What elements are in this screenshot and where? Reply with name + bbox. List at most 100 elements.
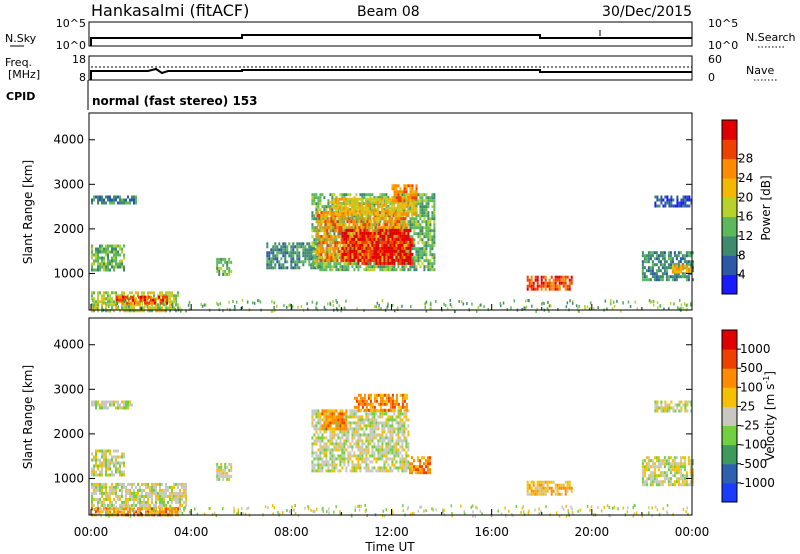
power-cell [643, 254, 646, 258]
velocity-cell [129, 497, 131, 501]
power-cell [111, 303, 113, 307]
velocity-cell [123, 406, 125, 410]
velocity-cell [365, 439, 368, 443]
power-cell [419, 193, 422, 197]
power-cell [270, 266, 273, 270]
power-cell [680, 201, 683, 205]
power-scatter-cell [345, 299, 347, 303]
power-cell [334, 200, 337, 204]
power-cell [433, 262, 436, 266]
power-cell [334, 212, 337, 216]
power-cell [330, 226, 333, 230]
velocity-cell [355, 421, 358, 425]
power-colorbar-tick-label: 12 [738, 229, 753, 243]
power-scatter-cell [577, 309, 580, 313]
power-cell [113, 309, 115, 313]
power-cell [395, 187, 398, 191]
velocity-cell [359, 433, 362, 437]
power-cell [554, 278, 557, 282]
power-cell [332, 203, 335, 207]
power-cell [398, 203, 401, 207]
velocity-cell [113, 497, 115, 501]
power-cell [331, 193, 334, 197]
velocity-cell [349, 415, 352, 419]
velocity-cell [159, 491, 161, 495]
power-cell [653, 275, 656, 279]
power-cell [323, 205, 326, 209]
velocity-cell [311, 466, 314, 470]
velocity-cell [177, 485, 179, 489]
power-cell [317, 205, 320, 209]
power-cell [369, 244, 372, 248]
velocity-cell [339, 436, 342, 440]
power-cell [352, 220, 355, 224]
velocity-cell [369, 436, 372, 440]
power-cell [103, 259, 105, 263]
velocity-cell [389, 466, 392, 470]
power-cell [663, 263, 666, 267]
velocity-cell [129, 400, 131, 404]
power-cell [391, 234, 394, 238]
velocity-cell [123, 482, 125, 486]
power-cell [324, 235, 327, 239]
power-cell [413, 196, 416, 200]
power-cell [382, 226, 385, 230]
power-cell [375, 258, 378, 262]
velocity-cell [331, 433, 334, 437]
power-cell [354, 203, 357, 207]
velocity-cell [389, 424, 392, 428]
power-cell [362, 223, 365, 227]
velocity-cell [387, 445, 390, 449]
velocity-cell [185, 494, 187, 498]
power-cell [654, 195, 657, 199]
velocity-cell [129, 403, 131, 407]
power-cell [105, 268, 107, 272]
power-cell [111, 291, 113, 295]
velocity-cell [399, 421, 402, 425]
power-cell [119, 259, 121, 263]
power-cell [407, 234, 410, 238]
power-cell [382, 223, 385, 227]
velocity-cell [363, 460, 366, 464]
velocity-cell [325, 451, 328, 455]
power-cell [294, 245, 297, 249]
power-cell [425, 226, 428, 230]
power-cell [417, 241, 420, 245]
velocity-cell [373, 457, 376, 461]
velocity-cell [359, 418, 362, 422]
power-cell [433, 226, 436, 230]
velocity-cell [377, 427, 380, 431]
power-cell [643, 260, 646, 264]
velocity-cell [119, 403, 121, 407]
power-cell [356, 226, 359, 230]
power-cell [163, 303, 165, 307]
power-cell [103, 201, 105, 205]
power-cell [397, 265, 400, 269]
velocity-cell [317, 454, 320, 458]
velocity-cell [361, 457, 364, 461]
power-cell [395, 258, 398, 262]
velocity-cell [147, 494, 149, 498]
power-cell [366, 203, 369, 207]
power-cell [107, 297, 109, 301]
power-cell [423, 259, 426, 263]
velocity-cell [97, 500, 99, 504]
power-cell [663, 257, 666, 261]
power-cell [409, 220, 412, 224]
power-cell [405, 234, 408, 238]
power-cell [351, 243, 354, 247]
power-cell [341, 265, 344, 269]
power-cell [405, 246, 408, 250]
power-cell [366, 223, 369, 227]
power-cell [556, 287, 559, 291]
power-cell [398, 220, 401, 224]
power-cell [282, 242, 285, 246]
power-cell [355, 252, 358, 256]
power-cell [358, 209, 361, 213]
velocity-cell [369, 418, 372, 422]
power-cell [568, 281, 571, 285]
velocity-cell [159, 485, 161, 489]
power-cell [407, 255, 410, 259]
velocity-cell [317, 439, 320, 443]
velocity-cell [91, 470, 93, 474]
